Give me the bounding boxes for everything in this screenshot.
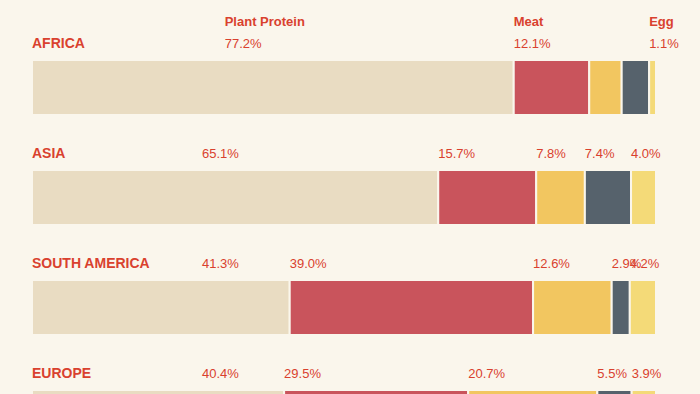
- svg-text:12.1%: 12.1%: [514, 36, 551, 51]
- svg-text:2.9%: 2.9%: [611, 256, 642, 271]
- svg-text:12.6%: 12.6%: [533, 256, 570, 271]
- svg-text:1.1%: 1.1%: [649, 36, 679, 51]
- svg-text:7.4%: 7.4%: [585, 146, 615, 161]
- svg-text:77.2%: 77.2%: [225, 36, 262, 51]
- svg-text:Plant Protein: Plant Protein: [225, 14, 305, 29]
- svg-text:39.0%: 39.0%: [290, 256, 327, 271]
- svg-text:40.4%: 40.4%: [202, 366, 239, 381]
- svg-text:3.9%: 3.9%: [632, 366, 662, 381]
- svg-text:4.0%: 4.0%: [631, 146, 661, 161]
- svg-text:7.8%: 7.8%: [536, 146, 566, 161]
- svg-text:Meat: Meat: [514, 14, 544, 29]
- svg-text:EUROPE: EUROPE: [32, 365, 91, 381]
- svg-text:20.7%: 20.7%: [468, 366, 505, 381]
- svg-text:ASIA: ASIA: [32, 145, 65, 161]
- svg-text:AFRICA: AFRICA: [32, 35, 85, 51]
- svg-text:29.5%: 29.5%: [284, 366, 321, 381]
- svg-text:41.3%: 41.3%: [202, 256, 239, 271]
- svg-text:15.7%: 15.7%: [438, 146, 475, 161]
- svg-text:5.5%: 5.5%: [597, 366, 627, 381]
- svg-text:4.2%: 4.2%: [630, 256, 660, 271]
- svg-text:Egg: Egg: [649, 14, 674, 29]
- svg-text:SOUTH AMERICA: SOUTH AMERICA: [32, 255, 150, 271]
- svg-text:65.1%: 65.1%: [202, 146, 239, 161]
